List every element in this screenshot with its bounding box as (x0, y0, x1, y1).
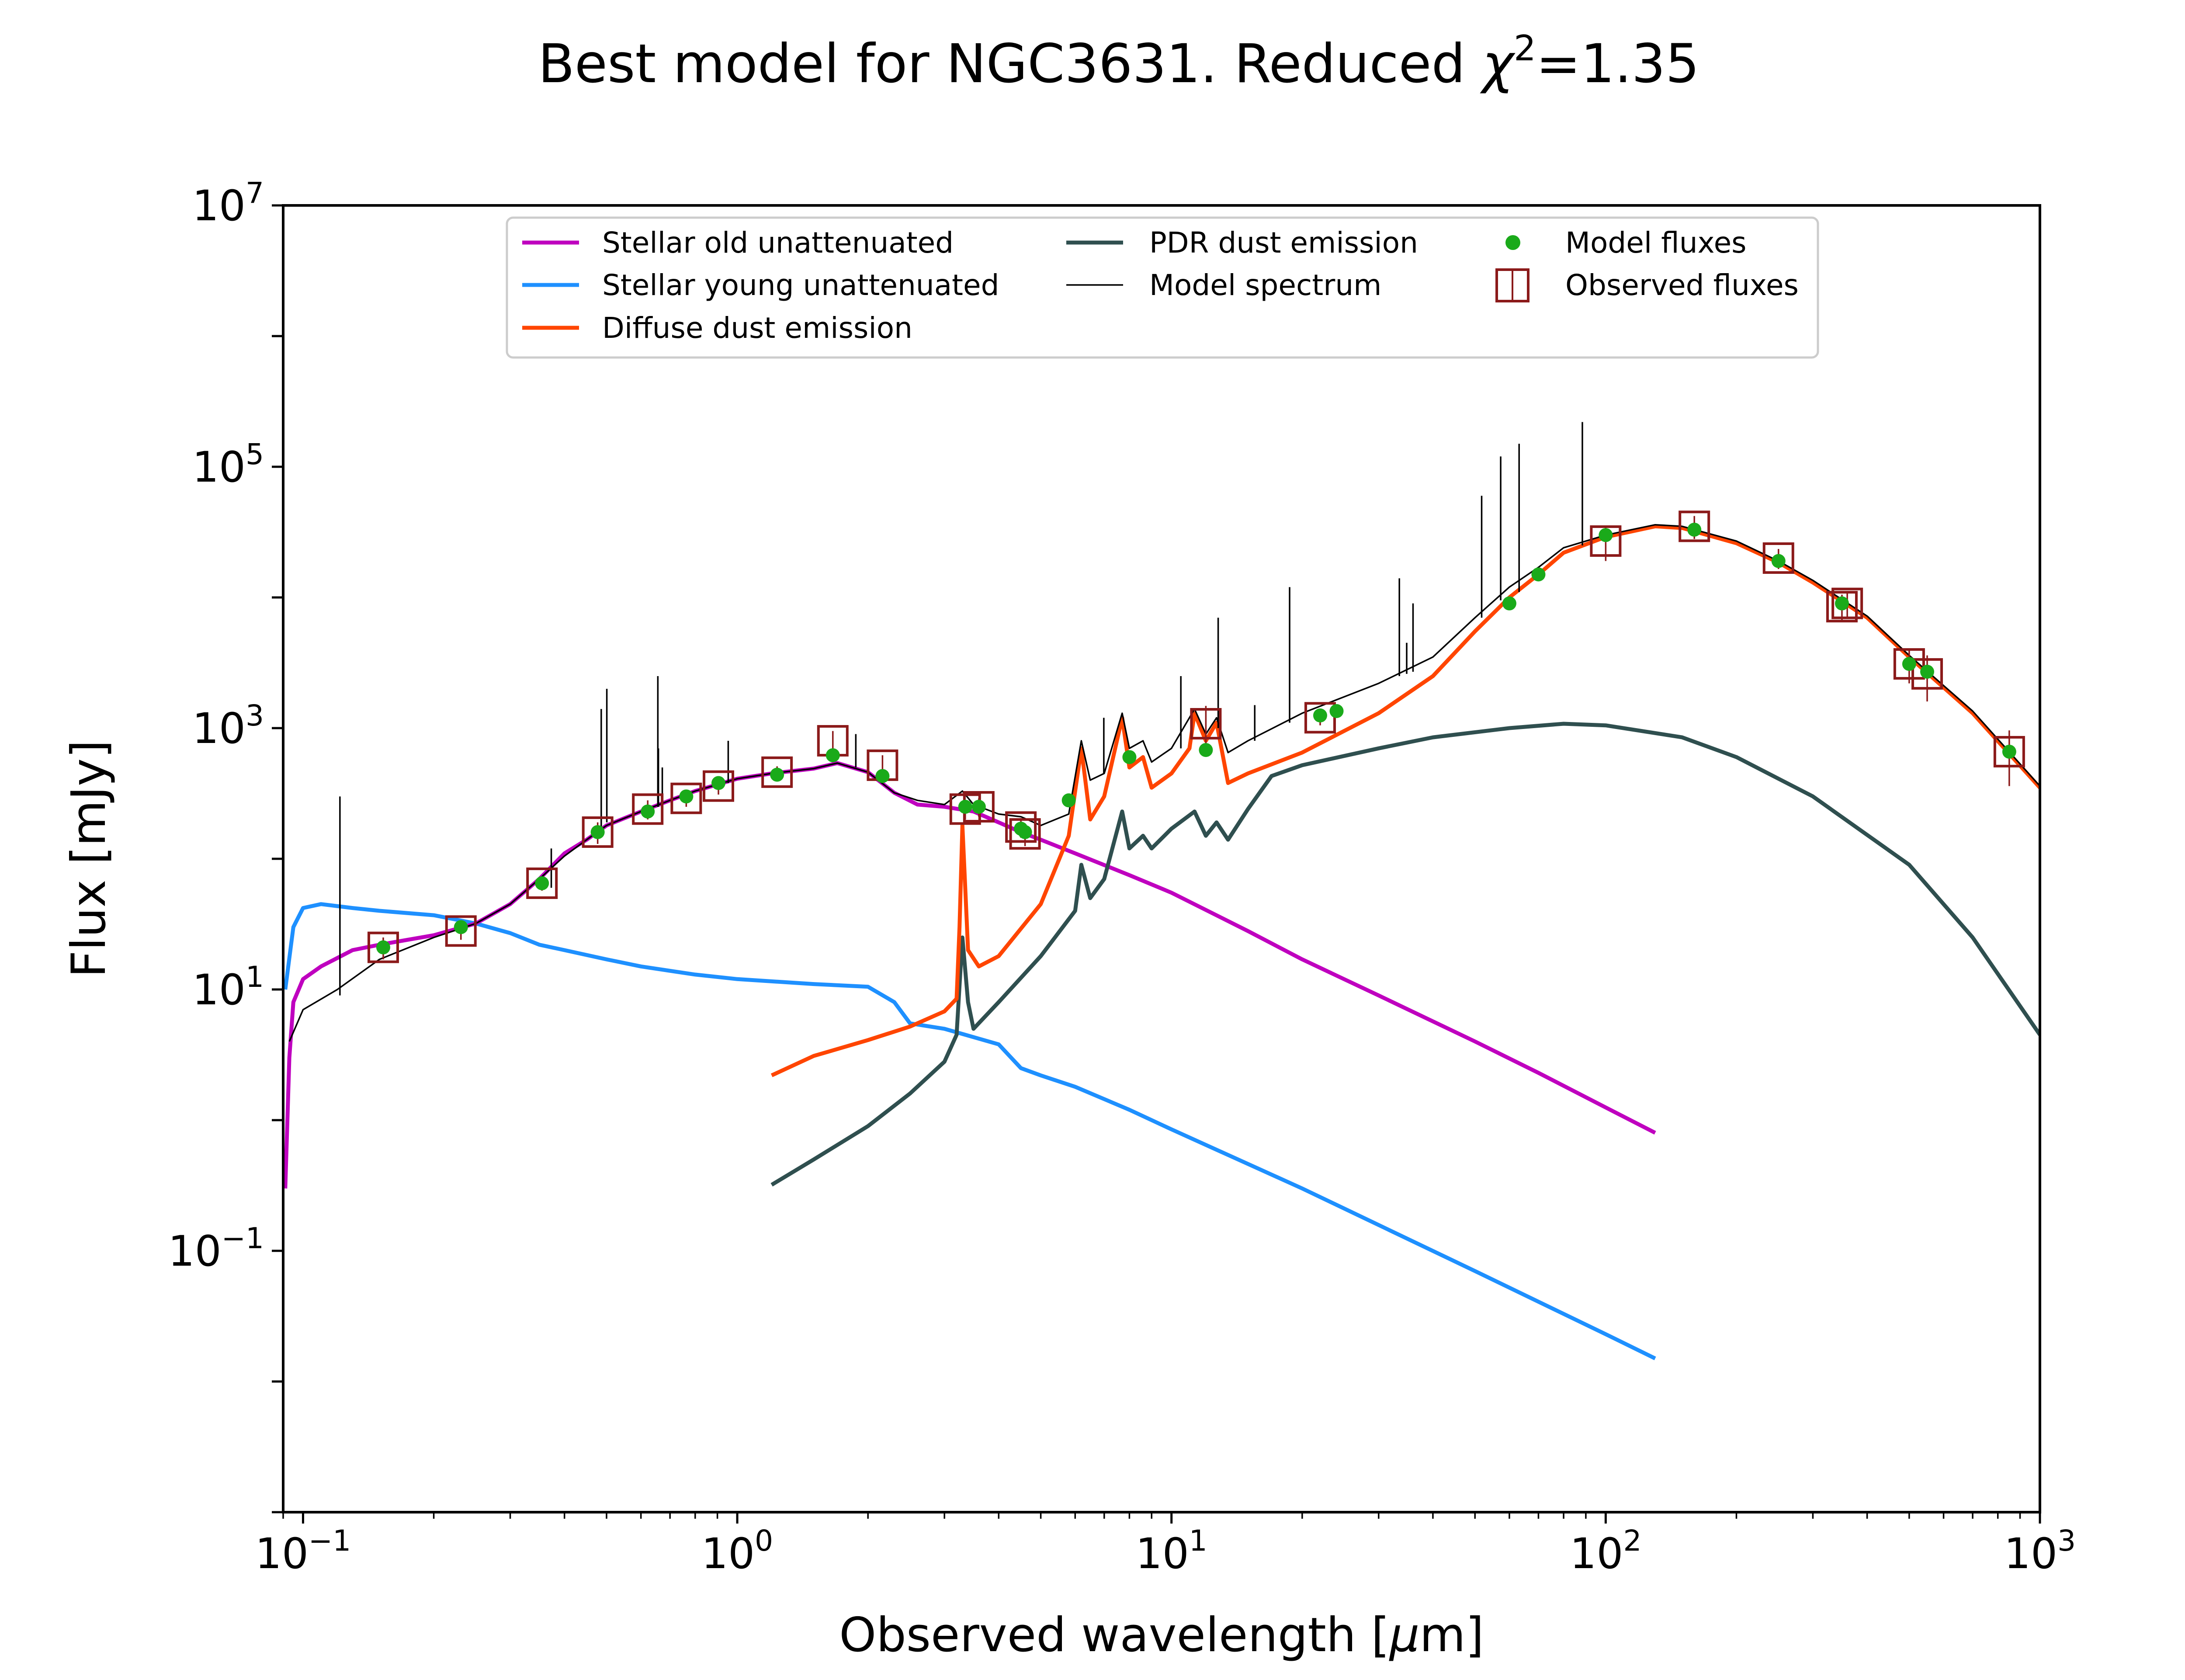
model-flux-point (1531, 567, 1546, 582)
observed-flux-square (1893, 648, 1925, 680)
legend: Stellar old unattenuated Stellar young u… (506, 216, 1819, 359)
legend-label-pdr-dust: PDR dust emission (1149, 226, 1418, 260)
model-flux-point (1771, 554, 1786, 568)
series-line-stellar-old (283, 761, 1656, 1189)
series-layer (283, 422, 2040, 1361)
x-tick-label: 100 (701, 1524, 773, 1578)
model-flux-point (971, 800, 986, 814)
observed-flux-square (1993, 736, 2025, 767)
x-axis-label: Observed wavelength [μm] (839, 1608, 1484, 1663)
title-prefix: Best model for NGC3631. Reduced (538, 33, 1482, 95)
x-tick-label: 102 (1570, 1524, 1641, 1578)
model-flux-point (454, 920, 468, 934)
series-line-pdr-dust (770, 722, 2040, 1187)
title-chi-symbol: χ (1480, 33, 1516, 95)
model-flux-point (1199, 743, 1213, 757)
chart-title: Best model for NGC3631. Reduced χ2=1.35 (538, 28, 1699, 95)
model-flux-point (825, 748, 840, 763)
model-flux-point (535, 876, 549, 890)
model-flux-point (1313, 708, 1327, 723)
model-flux-point (1599, 528, 1613, 542)
legend-swatch-model-fluxes (1505, 235, 1520, 250)
y-tick-label: 10−1 (168, 1222, 264, 1276)
model-flux-point (1687, 522, 1702, 537)
tick-layer: 10−1 100 101 102 103 10−1 101 103 105 107 (168, 176, 2076, 1578)
observed-flux-square (761, 756, 793, 788)
model-flux-point (1902, 657, 1916, 671)
x-tick-label: 103 (2004, 1524, 2076, 1578)
model-flux-point (2002, 744, 2016, 759)
x-axis-label-prefix: Observed wavelength [ (839, 1608, 1390, 1663)
model-flux-point (1018, 825, 1032, 839)
legend-label-stellar-young: Stellar young unattenuated (602, 268, 999, 302)
model-flux-point (1061, 793, 1076, 808)
x-tick-label: 10−1 (255, 1524, 351, 1578)
observed-flux-square (632, 793, 664, 825)
marker-layer (367, 510, 2025, 963)
y-tick-label: 107 (192, 176, 264, 230)
model-flux-point (770, 767, 784, 782)
series-line-diffuse-dust (770, 524, 2040, 1077)
observed-flux-square (670, 782, 702, 814)
model-flux-point (1835, 596, 1849, 611)
model-flux-point (958, 800, 972, 814)
y-axis-label: Flux [mJy] (62, 740, 116, 978)
title-suffix: =1.35 (1536, 33, 1699, 95)
observed-flux-square (1831, 587, 1863, 619)
model-flux-point (1122, 750, 1137, 764)
model-flux-point (1502, 596, 1516, 611)
model-flux-point (1329, 704, 1344, 719)
legend-label-diffuse-dust: Diffuse dust emission (602, 311, 912, 345)
observed-flux-square (1911, 658, 1943, 690)
model-flux-point (1920, 665, 1935, 679)
observed-flux-square (1009, 818, 1041, 850)
observed-flux-square (367, 931, 399, 963)
observed-flux-square (1826, 591, 1858, 623)
x-axis-label-suffix: m] (1419, 1608, 1484, 1663)
model-flux-point (679, 789, 694, 804)
legend-label-stellar-old: Stellar old unattenuated (602, 226, 954, 260)
model-flux-point (875, 769, 890, 783)
observed-flux-square (582, 816, 614, 848)
model-flux-point (711, 776, 726, 790)
plot-frame (282, 204, 2041, 1513)
observed-flux-square (1679, 510, 1710, 542)
observed-flux-square (1005, 811, 1037, 843)
observed-flux-marker (1190, 706, 1222, 750)
title-chi-superscript: 2 (1514, 28, 1536, 69)
y-tick-label: 101 (192, 960, 264, 1014)
series-line-stellar-young (283, 902, 1656, 1361)
observed-flux-square (1190, 708, 1222, 740)
legend-label-model-spectrum: Model spectrum (1149, 268, 1381, 302)
observed-flux-square (703, 770, 735, 802)
legend-box (506, 216, 1819, 359)
observed-flux-square (1590, 525, 1622, 557)
legend-label-observed-fluxes: Observed fluxes (1565, 268, 1799, 302)
y-tick-label: 105 (192, 437, 264, 492)
observed-flux-square (1762, 542, 1794, 574)
model-flux-point (590, 825, 605, 839)
series-line-model-spectrum (288, 524, 2040, 1042)
y-tick-label: 103 (192, 699, 264, 753)
observed-flux-square (445, 915, 477, 947)
model-flux-point (376, 940, 390, 955)
model-flux-point (641, 804, 655, 819)
observed-flux-square (526, 867, 558, 899)
x-tick-label: 101 (1136, 1524, 1207, 1578)
x-axis-label-mu: μ (1389, 1608, 1420, 1663)
legend-label-model-fluxes: Model fluxes (1565, 226, 1747, 260)
